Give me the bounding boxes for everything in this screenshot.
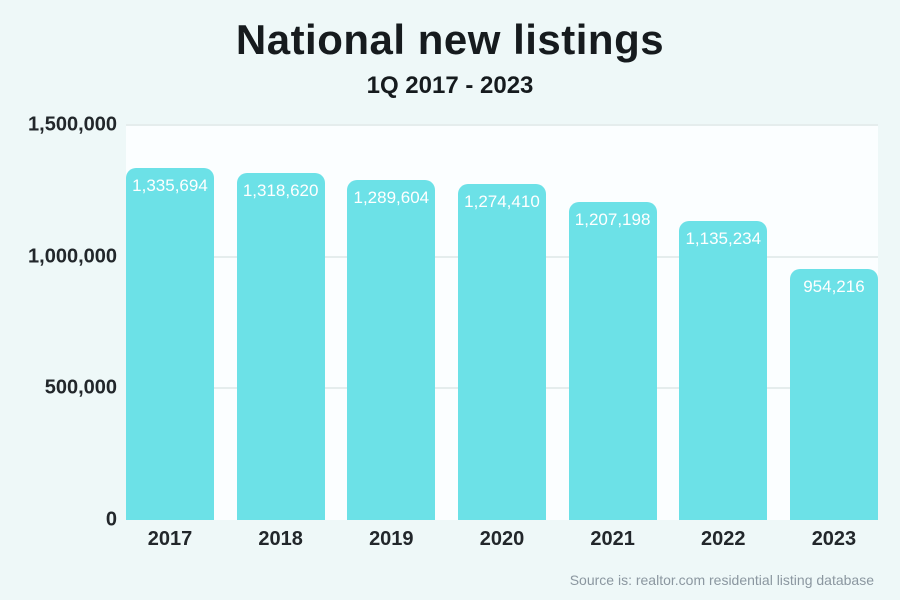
bar-series: 1,335,694 1,318,620 1,289,604 1,274,410 1,20… (126, 125, 878, 520)
x-tick-label-2021: 2021 (590, 528, 635, 550)
gridline-1500000 (126, 124, 878, 126)
x-axis: 2017 2018 2019 2020 2021 2022 2023 (126, 528, 878, 551)
bar-2020: 1,274,410 (457, 184, 546, 520)
y-axis: 0 500,000 1,000,000 1,500,000 (0, 114, 117, 531)
x-tick-label-2023: 2023 (811, 528, 857, 550)
chart-subtitle: 1Q 2017 - 2023 (366, 72, 534, 99)
x-tick-label-2017: 2017 (147, 528, 193, 550)
x-tick-label-2018: 2018 (258, 528, 303, 550)
bar-value-label-2023: 954,216 (803, 276, 865, 296)
y-tick-label-1,000,000: 1,000,000 (28, 245, 117, 268)
y-tick-label-500,000: 500,000 (44, 376, 117, 399)
bar-value-label-2018: 1,318,620 (242, 180, 319, 200)
bar-value-label-2020: 1,274,410 (464, 192, 540, 212)
bar-value-label-2022: 1,135,234 (685, 229, 762, 249)
x-tick-label-2019: 2019 (369, 528, 414, 550)
y-tick-label-0: 0 (105, 508, 117, 531)
bar-value-label-2019: 1,289,604 (353, 188, 430, 208)
x-tick-label-2020: 2020 (479, 528, 525, 550)
source-note: Source is: realtor.com residential listi… (569, 572, 874, 588)
bar-2022: 1,135,234 (679, 221, 768, 520)
bar-2023: 954,216 (789, 268, 878, 520)
bar-2019: 1,289,604 (347, 180, 436, 520)
bar-2017: 1,335,694 (126, 168, 214, 520)
y-tick-label-1,500,000: 1,500,000 (28, 113, 117, 136)
bar-2018: 1,318,620 (236, 172, 325, 520)
bar-value-label-2021: 1,207,198 (574, 210, 651, 230)
x-tick-label-2022: 2022 (701, 528, 746, 550)
bar-2021: 1,207,198 (568, 202, 657, 520)
plot-area: 1,335,694 1,318,620 1,289,604 1,274,410 1,20… (126, 124, 878, 520)
bar-value-label-2017: 1,335,694 (132, 176, 208, 196)
chart-title: National new listings (235, 16, 665, 63)
